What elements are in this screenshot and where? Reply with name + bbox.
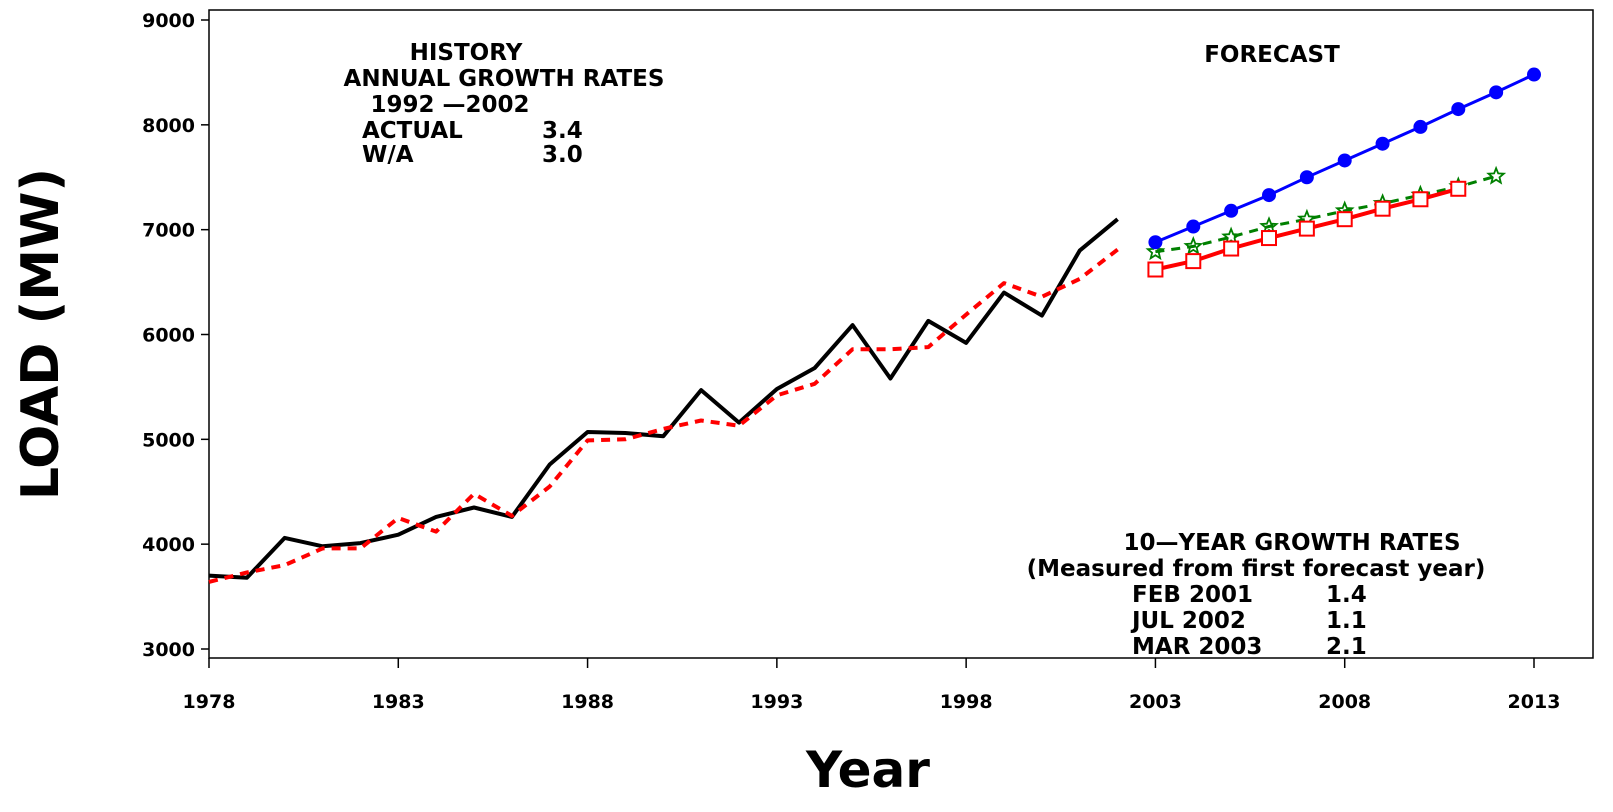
data-point-jul2002	[1185, 253, 1202, 270]
data-point-mar2003	[1375, 136, 1390, 151]
actual-label: ACTUAL	[362, 118, 463, 144]
y-tick-label: 9000	[142, 10, 195, 32]
rate-label-feb2001: FEB 2001	[1132, 582, 1253, 608]
data-point-jul2002	[1147, 261, 1164, 278]
growth-rates-annotation: 10—YEAR GROWTH RATES (Measured from firs…	[1027, 530, 1486, 660]
data-point-feb2001	[1221, 226, 1242, 246]
data-point-mar2003	[1527, 67, 1541, 82]
data-point-feb2001	[1259, 216, 1279, 235]
series-jul2002	[1147, 180, 1467, 278]
y-tick-label: 6000	[142, 325, 195, 347]
series-layer	[208, 67, 1541, 584]
data-point-jul2002	[1374, 200, 1391, 217]
data-point-jul2002	[1223, 240, 1240, 257]
series-weather_adjusted	[208, 248, 1119, 584]
rate-label-mar2003: MAR 2003	[1132, 634, 1262, 660]
series-line-weather_adjusted	[208, 248, 1119, 584]
history-range: 1992 —2002	[370, 92, 529, 118]
x-tick-label: 1993	[750, 691, 803, 713]
x-tick-label: 2013	[1508, 691, 1561, 713]
data-point-mar2003	[1413, 119, 1428, 134]
growth-title: 10—YEAR GROWTH RATES	[1123, 530, 1460, 556]
history-annotation: HISTORY ANNUAL GROWTH RATES 1992 —2002 A…	[344, 40, 665, 168]
y-tick-label: 8000	[142, 115, 195, 137]
data-point-mar2003	[1224, 203, 1239, 218]
history-subtitle: ANNUAL GROWTH RATES	[344, 66, 665, 92]
series-line-feb2001	[1155, 174, 1497, 254]
data-point-jul2002	[1336, 211, 1353, 228]
y-tick-label: 7000	[142, 220, 195, 242]
x-tick-label: 1988	[561, 691, 614, 713]
data-point-feb2001	[1145, 241, 1166, 261]
data-point-mar2003	[1489, 85, 1504, 100]
x-tick-label: 1978	[183, 691, 236, 713]
forecast-title: FORECAST	[1204, 42, 1340, 68]
rate-value-mar2003: 2.1	[1326, 634, 1367, 660]
x-axis-title: Year	[805, 741, 930, 799]
data-point-mar2003	[1337, 153, 1352, 168]
growth-subtitle: (Measured from first forecast year)	[1027, 556, 1486, 582]
rate-label-jul2002: JUL 2002	[1130, 608, 1246, 634]
data-point-mar2003	[1451, 102, 1466, 117]
data-point-mar2003	[1262, 188, 1276, 203]
y-tick-label: 3000	[142, 639, 195, 661]
data-point-feb2001	[1486, 165, 1507, 185]
wa-value: 3.0	[542, 142, 583, 168]
data-point-mar2003	[1148, 235, 1163, 250]
rate-value-jul2002: 1.1	[1326, 608, 1367, 634]
data-point-jul2002	[1450, 180, 1467, 197]
x-tick-label: 2003	[1129, 691, 1182, 713]
data-point-jul2002	[1298, 220, 1315, 237]
y-axis: 3000 4000 5000 6000 7000 8000 9000	[142, 10, 209, 661]
y-tick-label: 4000	[142, 534, 195, 556]
series-actual	[208, 217, 1119, 580]
x-tick-label: 1998	[940, 691, 993, 713]
data-point-mar2003	[1299, 170, 1314, 185]
data-point-jul2002	[1412, 191, 1429, 208]
wa-label: W/A	[362, 142, 414, 168]
series-line-actual	[208, 217, 1119, 580]
y-tick-label: 5000	[142, 429, 195, 451]
y-axis-title: LOAD (MW)	[11, 168, 71, 500]
series-mar2003	[1148, 67, 1541, 250]
x-tick-label: 2008	[1318, 691, 1371, 713]
history-title: HISTORY	[410, 40, 523, 66]
rate-value-feb2001: 1.4	[1326, 582, 1367, 608]
data-point-mar2003	[1186, 219, 1201, 234]
data-point-jul2002	[1261, 230, 1277, 247]
x-tick-label: 1983	[372, 691, 425, 713]
data-point-feb2001	[1183, 235, 1204, 255]
x-axis: 1978 1983 1988 1993 1998 2003 2008 2013	[183, 658, 1561, 713]
actual-value: 3.4	[542, 118, 583, 144]
